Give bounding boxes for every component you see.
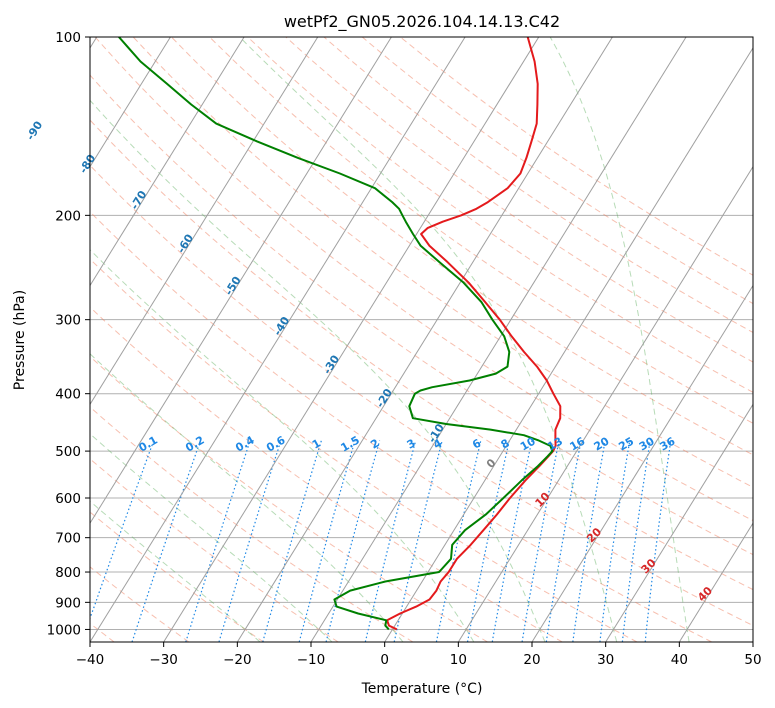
mixing-ratio-line: [491, 440, 533, 642]
y-tick-label: 500: [55, 444, 81, 460]
mixing-ratio-line: [90, 440, 155, 621]
mixing-ratio-line: [185, 440, 251, 642]
x-tick-label: 50: [744, 652, 761, 668]
isotherm-line: [90, 37, 319, 406]
isotherm-line: [236, 37, 613, 642]
y-tick-label: 100: [55, 30, 81, 46]
x-axis-title: Temperature (°C): [361, 681, 483, 697]
mixing-ratio-line: [325, 440, 381, 642]
mixing-ratio-line: [644, 440, 672, 642]
dry-adiabat: [323, 37, 753, 334]
y-tick-label: 700: [55, 531, 81, 547]
mixing-ratio-line: [572, 440, 606, 642]
x-tick-label: −10: [297, 652, 326, 668]
dry-adiabat: [90, 119, 753, 591]
y-tick-label: 400: [55, 387, 81, 403]
y-tick-label: 600: [55, 491, 81, 507]
dry-adiabat: [132, 37, 753, 488]
dry-adiabat: [90, 164, 753, 627]
x-tick-label: 30: [597, 652, 614, 668]
background-lines: [90, 37, 753, 642]
y-tick-label: 200: [55, 208, 81, 224]
isotherm-line: [90, 37, 466, 642]
x-tick-label: 40: [671, 652, 688, 668]
dry-adiabat: [94, 37, 753, 522]
dry-adiabat: [90, 306, 563, 642]
dry-adiabat: [285, 37, 753, 363]
mixing-ratio-line: [435, 440, 482, 642]
dry-adiabat: [90, 566, 190, 642]
moist-adiabat: [90, 353, 404, 642]
moist-adiabat: [90, 500, 261, 642]
dry-adiabat: [171, 37, 753, 456]
isotherm-line: [531, 284, 753, 642]
temperature-line: [386, 37, 562, 631]
mixing-ratio-line: [545, 440, 582, 642]
moist-adiabat: [549, 37, 690, 642]
isotherm-line: [605, 403, 753, 642]
moist-adiabat: [90, 433, 333, 642]
mixing-ratio-line: [621, 440, 651, 642]
isotherm-line: [90, 37, 245, 287]
dry-adiabat: [90, 211, 712, 642]
dry-adiabat: [90, 511, 264, 642]
x-tick-label: 20: [523, 652, 540, 668]
isotherm-line: [457, 165, 753, 642]
y-axis-title: Pressure (hPa): [12, 290, 28, 390]
dry-adiabat: [90, 355, 488, 642]
moist-adiabat: [90, 99, 546, 642]
x-tick-label: 0: [380, 652, 389, 668]
isotherm-line: [384, 46, 753, 642]
x-tick-label: −20: [223, 652, 252, 668]
x-tick-label: 10: [450, 652, 467, 668]
plot-frame: [89, 36, 754, 643]
mixing-ratio-line: [599, 440, 631, 642]
dewpoint-line: [118, 37, 554, 631]
profile-lines: [118, 37, 562, 631]
dry-adiabat: [90, 258, 638, 642]
x-tick-label: −40: [76, 652, 105, 668]
mixing-ratio-line: [298, 440, 356, 642]
mixing-ratio-line: [218, 440, 282, 642]
y-tick-label: 300: [55, 313, 81, 329]
mixing-ratio-line: [262, 440, 322, 642]
x-tick-label: −30: [149, 652, 178, 668]
isotherm-line: [678, 522, 753, 642]
mixing-ratio-line: [521, 440, 560, 642]
chart-title: wetPf2_GN05.2026.104.14.13.C42: [284, 12, 560, 32]
dry-adiabat: [90, 458, 339, 642]
y-tick-label: 1000: [47, 622, 81, 638]
y-tick-label: 900: [55, 595, 81, 611]
isotherm-line: [163, 37, 540, 642]
y-tick-label: 800: [55, 565, 81, 581]
isotherm-line: [90, 37, 392, 525]
mixing-ratio-line: [466, 440, 510, 642]
axes: −40 −30 −20 −10 0 10 20 30 40 50 100 200 300 400 500 60…: [47, 30, 762, 668]
isotherm-line: [90, 37, 171, 168]
isotherm-line: [310, 37, 687, 642]
